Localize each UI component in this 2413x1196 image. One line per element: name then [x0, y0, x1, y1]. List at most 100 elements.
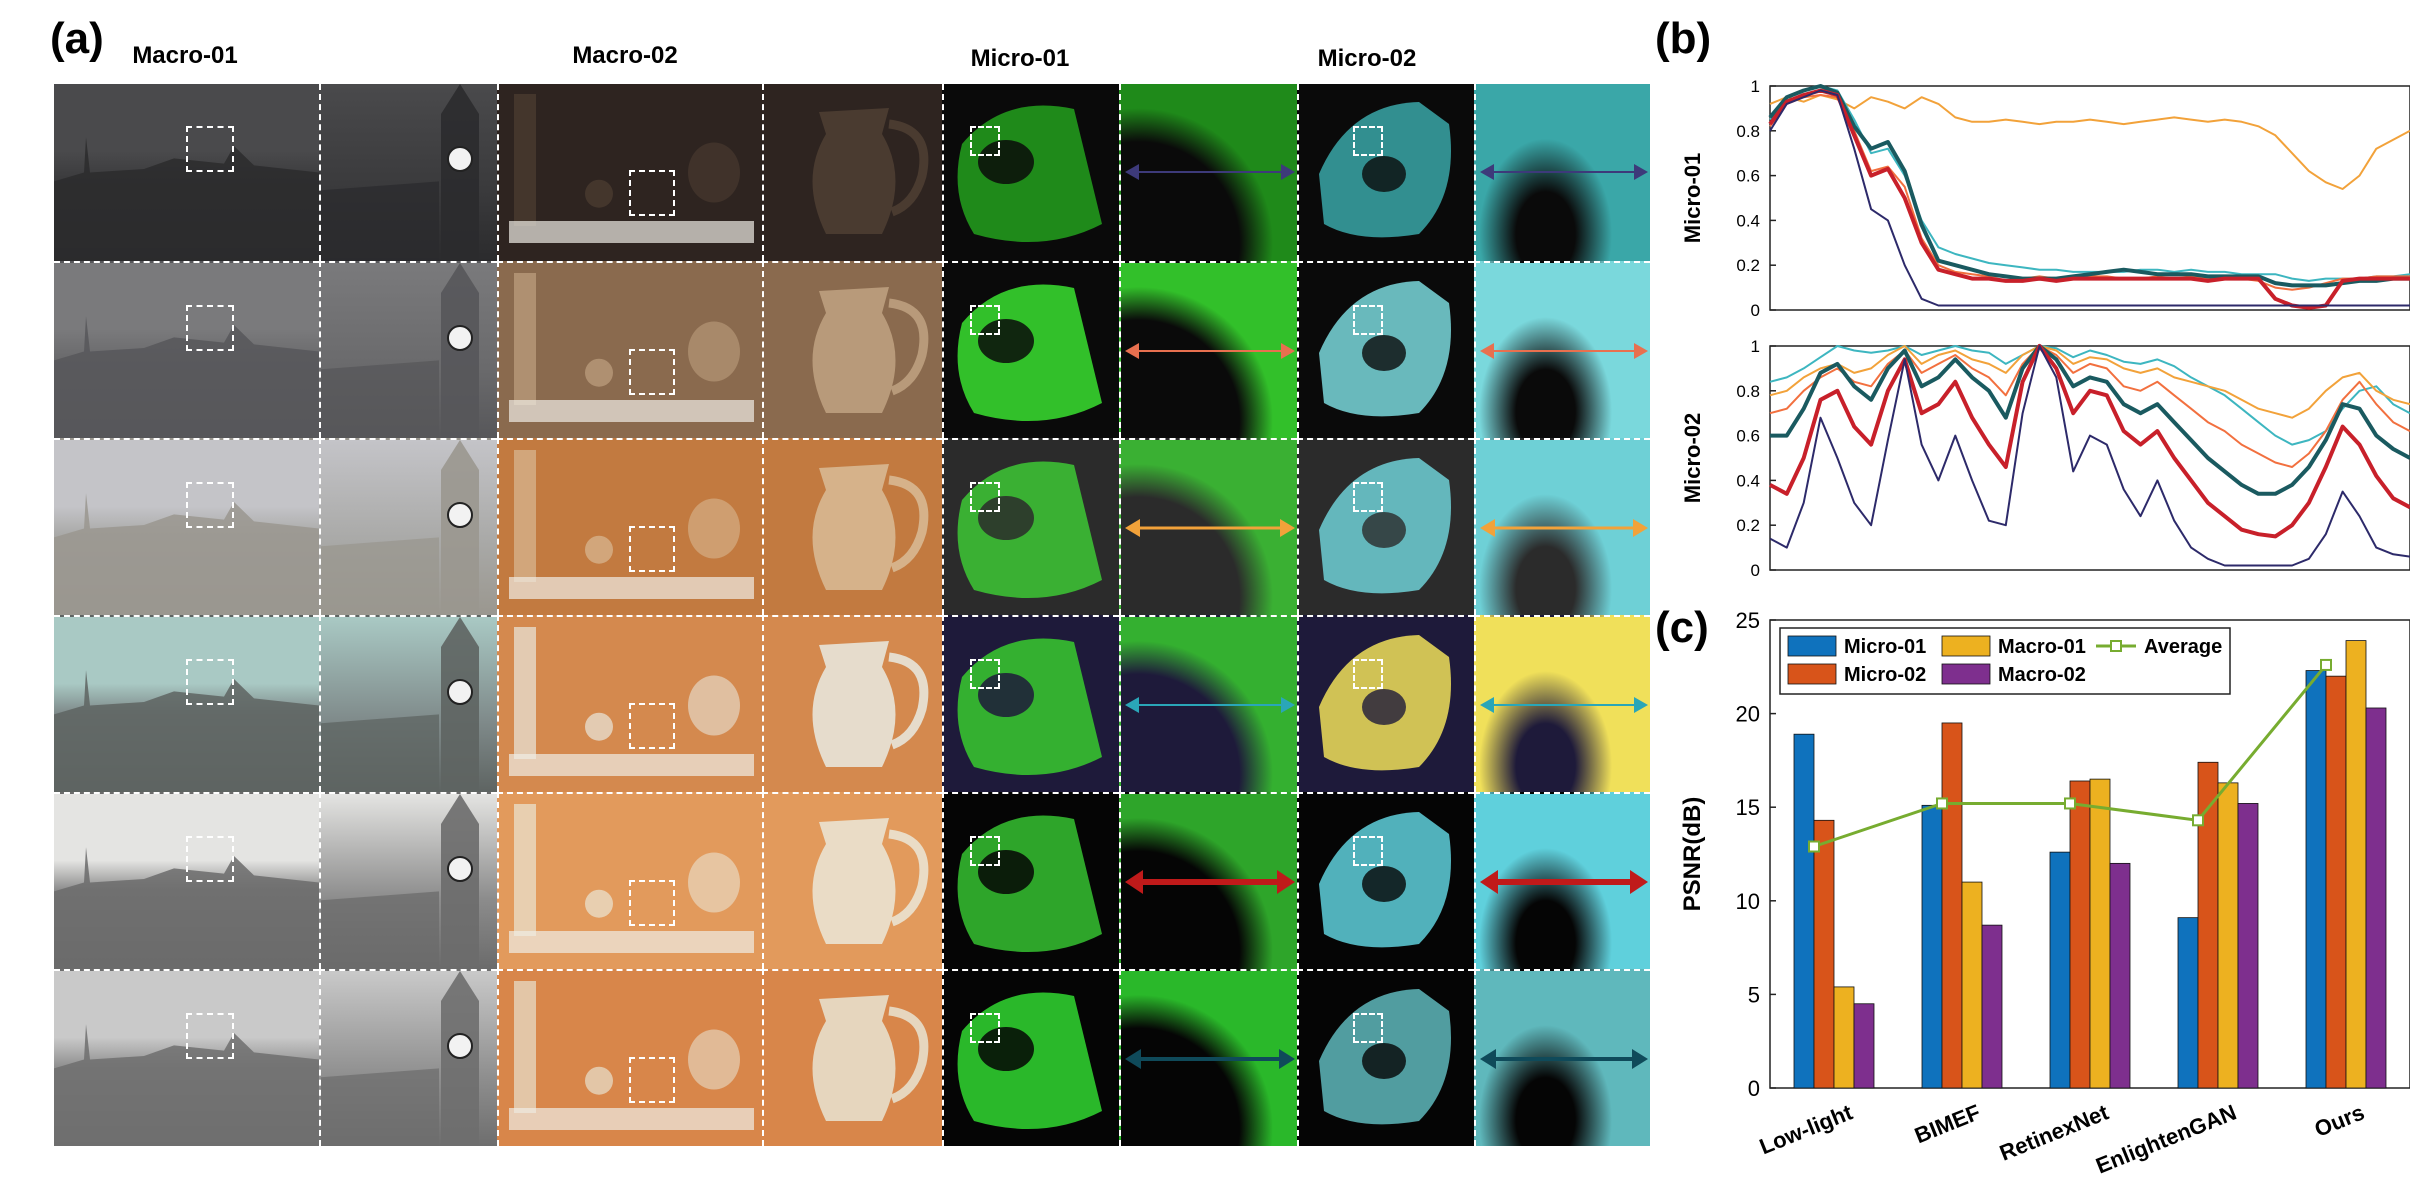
y-tick-label: 0.6	[1736, 167, 1760, 186]
series-line	[1768, 88, 2410, 310]
pitcher-graphic	[812, 995, 929, 1121]
image-tile-pot	[762, 84, 942, 261]
tower-roof	[441, 971, 479, 1001]
roi-box	[629, 1057, 675, 1103]
series-line	[1769, 94, 2410, 291]
arrow-head-left	[1480, 164, 1494, 180]
roi-box	[186, 305, 234, 351]
round-pot	[688, 675, 740, 736]
image-tile-cell-cyan	[1297, 261, 1474, 438]
cell-nucleus	[978, 673, 1034, 717]
tall-vase	[514, 450, 536, 582]
arrow-head-right	[1634, 343, 1648, 359]
profile-arrow	[1480, 164, 1648, 180]
panel-a-label: (a)	[50, 14, 104, 63]
bar	[2217, 782, 2239, 1089]
y-axis-label: Micro-02	[1680, 413, 1705, 503]
image-tile-city-zoom	[319, 792, 497, 969]
arrow-head-left	[1480, 343, 1494, 359]
y-tick-label: 0.6	[1736, 427, 1760, 446]
arrow-head-right	[1281, 343, 1295, 359]
round-pot	[688, 852, 740, 913]
profile-arrow	[1125, 343, 1295, 359]
cell-body	[957, 815, 1102, 952]
shelf-label	[509, 1108, 754, 1130]
cyan-cell-graphic	[1319, 281, 1451, 417]
image-tile-museum	[497, 438, 762, 615]
x-tick-label: Low-light	[1756, 1099, 1857, 1159]
roi-box	[970, 126, 1000, 156]
panel-b-label: (b)	[1655, 14, 1712, 63]
image-tile-cell-green	[942, 84, 1119, 261]
roi-box	[629, 880, 675, 926]
image-tile-zoom-green	[1119, 969, 1297, 1146]
arrow-head-right	[1633, 519, 1648, 537]
image-tile-zoom-cyan	[1474, 261, 1650, 438]
tower-shape	[441, 647, 479, 792]
cell-nucleus	[978, 1027, 1034, 1071]
pitcher-graphic	[812, 108, 929, 234]
pitcher-body	[812, 287, 896, 413]
series-line	[1769, 345, 2410, 419]
bar	[2305, 670, 2327, 1089]
image-tile-city	[54, 261, 319, 438]
cell-body	[957, 638, 1102, 775]
museum-shelf-graphic	[509, 450, 754, 599]
museum-shelf-graphic	[509, 981, 754, 1130]
profile-arrow	[1480, 1049, 1648, 1069]
column-title-macro-02: Macro-02	[572, 42, 678, 69]
image-tile-city-zoom	[319, 969, 497, 1146]
small-vase	[585, 1066, 613, 1095]
image-tile-cell-cyan	[1297, 792, 1474, 969]
average-marker	[1936, 797, 1948, 810]
pitcher-graphic	[812, 641, 929, 767]
cell-nucleus	[1362, 866, 1406, 902]
y-tick-label: 0.8	[1736, 382, 1760, 401]
city-skyline-graphic	[54, 847, 319, 969]
line-chart-micro-01: 0 0.2 0.4 0.6 0.8 1 Micro-01	[1680, 77, 2410, 320]
cell-nucleus	[978, 319, 1034, 363]
bar	[2345, 640, 2367, 1089]
city-skyline-graphic	[54, 670, 319, 792]
roi-box	[970, 659, 1000, 689]
legend-label: Macro-02	[1998, 664, 2086, 686]
series-line	[1769, 345, 2410, 468]
tower-roof	[441, 617, 479, 647]
tower-shape	[441, 824, 479, 969]
cell-nucleus	[978, 850, 1034, 894]
arrow-head-left	[1480, 519, 1495, 537]
tower-shape	[441, 114, 479, 261]
arrow-head-right	[1280, 519, 1295, 537]
cell-nucleus	[978, 496, 1034, 540]
skyline-shape	[54, 493, 319, 615]
cell-body	[957, 461, 1102, 598]
average-marker	[2192, 814, 2204, 827]
bar	[1981, 924, 2003, 1089]
series-line	[1769, 89, 2410, 307]
roi-box	[1353, 1013, 1383, 1043]
cell-nucleus	[1362, 689, 1406, 725]
small-vase	[585, 535, 613, 564]
cell-nucleus	[1362, 335, 1406, 371]
bar	[1813, 819, 1835, 1089]
shelf-label	[509, 221, 754, 243]
roi-box	[1353, 305, 1383, 335]
tall-vase	[514, 94, 536, 226]
image-tile-zoom-green	[1119, 615, 1297, 792]
image-tile-zoom-cyan	[1474, 84, 1650, 261]
y-tick-label: 0.4	[1736, 471, 1760, 490]
pitcher-body	[812, 995, 896, 1121]
pitcher-handle	[888, 652, 929, 750]
arrow-head-right	[1634, 697, 1648, 713]
roi-box	[186, 482, 234, 528]
clock-face	[447, 146, 473, 172]
legend-label: Micro-02	[1844, 664, 1926, 686]
roi-box	[1353, 659, 1383, 689]
small-vase	[585, 712, 613, 741]
image-tile-zoom-cyan	[1474, 615, 1650, 792]
image-tile-city-zoom	[319, 438, 497, 615]
round-pot	[688, 1029, 740, 1090]
line-chart-micro-02: 0 0.2 0.4 0.6 0.8 1 Micro-02	[1680, 337, 2410, 580]
y-axis-label: PSNR(dB)	[1679, 797, 1706, 912]
tall-vase	[514, 981, 536, 1113]
